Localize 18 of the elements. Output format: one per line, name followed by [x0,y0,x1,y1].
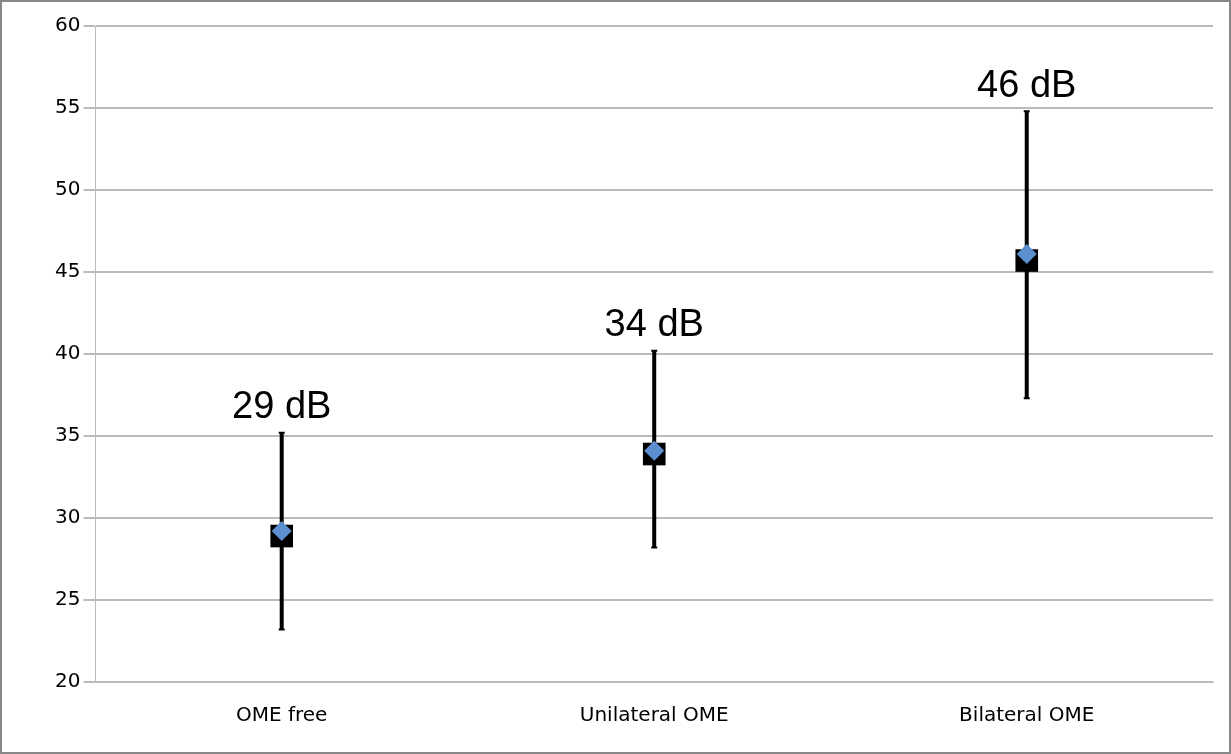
annotation: 34 dB [604,302,704,345]
point [644,440,665,461]
x-tick-label: OME free [235,702,328,727]
x-tick-label: Bilateral OME [959,702,1095,727]
y-tick-label: 30 [55,504,81,529]
y-tick-label: 50 [55,176,81,201]
y-tick-label: 55 [55,94,81,119]
y-tick-label: 45 [55,258,81,283]
annotation: 29 dB [232,384,332,427]
y-tick-label: 60 [55,12,81,37]
x-tick-label: Unilateral OME [579,702,729,727]
annotation: 46 dB [977,62,1077,105]
y-tick-label: 25 [55,586,81,611]
y-tick-label: 20 [55,668,81,693]
y-tick-label: 40 [55,340,81,365]
point [1016,243,1037,264]
point [271,521,292,542]
y-tick-label: 35 [55,422,81,447]
